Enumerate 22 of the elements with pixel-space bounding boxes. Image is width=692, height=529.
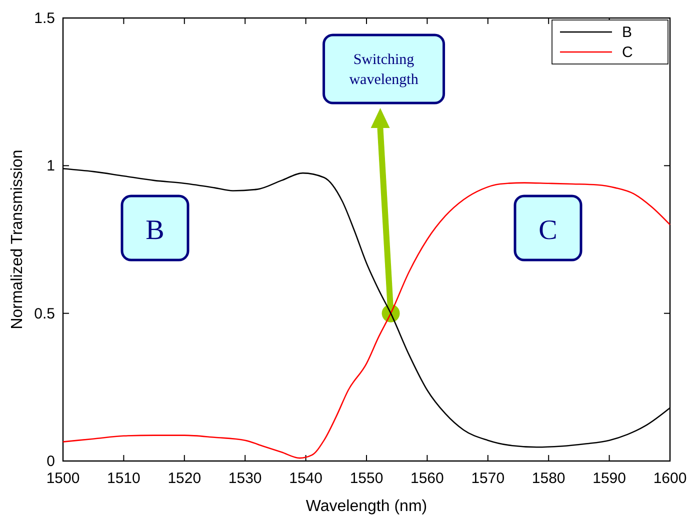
- x-tick-label: 1570: [471, 470, 505, 487]
- annotation: C: [538, 215, 558, 246]
- legend-label: B: [622, 24, 632, 41]
- x-tick-label: 1560: [410, 470, 444, 487]
- x-tick-label: 1520: [168, 470, 202, 487]
- x-tick-label: 1540: [289, 470, 322, 487]
- x-tick-label: 1580: [532, 470, 566, 487]
- annotation: Switching wavelength: [349, 52, 419, 88]
- x-tick-label: 1550: [350, 470, 384, 487]
- y-tick-label: 1.5: [34, 10, 55, 27]
- y-tick-label: 1: [46, 158, 55, 175]
- legend-label: C: [622, 44, 633, 61]
- x-tick-label: 1530: [228, 470, 262, 487]
- x-axis-title: Wavelength (nm): [306, 498, 428, 515]
- y-tick-label: 0: [46, 453, 55, 470]
- x-tick-label: 1590: [592, 470, 626, 487]
- annotation: B: [146, 215, 164, 246]
- x-tick-label: 1510: [107, 470, 140, 487]
- x-tick-label: 1500: [46, 470, 80, 487]
- x-tick-label: 1600: [653, 470, 687, 487]
- y-axis-title: Normalized Transmission: [9, 150, 26, 330]
- y-tick-label: 0.5: [34, 305, 55, 322]
